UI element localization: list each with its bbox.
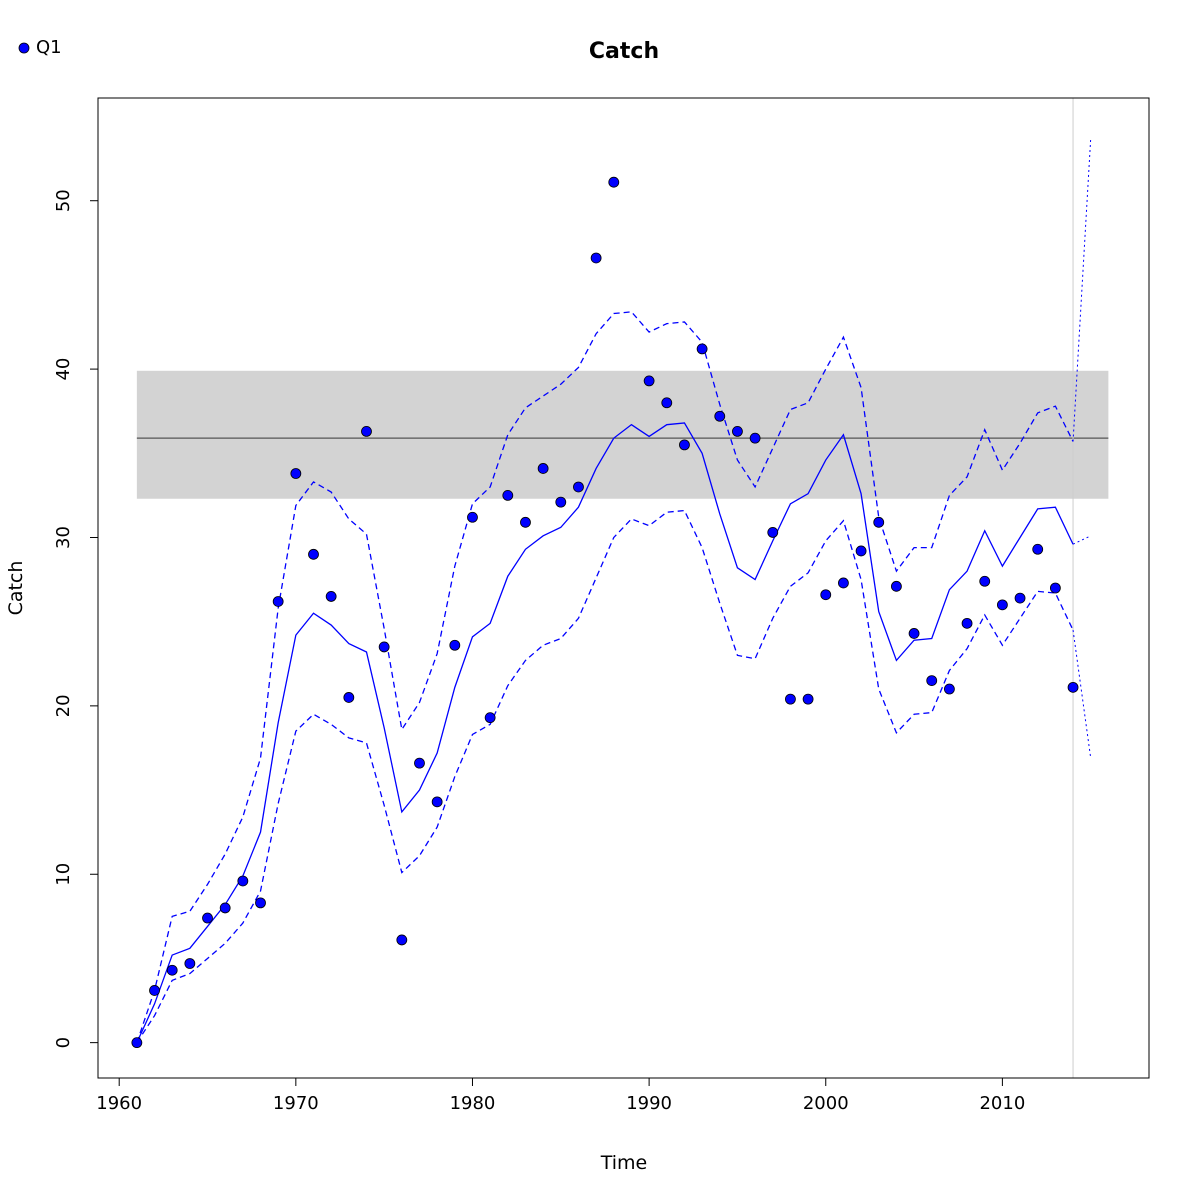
data-point: [855, 545, 867, 557]
data-point: [396, 934, 408, 946]
data-point: [1049, 582, 1061, 594]
data-point: [608, 176, 620, 188]
data-point: [802, 693, 814, 705]
data-point: [537, 463, 549, 474]
data-point: [873, 516, 885, 528]
reference-band: [136, 370, 1109, 499]
y-tick-label: 40: [53, 358, 74, 381]
data-point: [908, 628, 920, 639]
data-point: [996, 599, 1008, 611]
series-line-4: [1072, 535, 1091, 545]
data-point: [414, 757, 425, 769]
data-point: [484, 712, 496, 724]
data-point: [467, 511, 478, 523]
series-line-6: [1072, 630, 1092, 759]
data-point: [325, 591, 337, 602]
legend: Q1: [18, 37, 62, 58]
data-point: [661, 397, 673, 409]
data-point: [785, 693, 796, 705]
data-point: [361, 425, 372, 437]
data-point: [219, 902, 231, 914]
data-point: [944, 683, 955, 695]
data-point: [343, 692, 355, 703]
y-tick-label: 30: [53, 526, 74, 549]
data-point: [891, 580, 902, 592]
data-point: [184, 958, 196, 969]
legend-label-q1: Q1: [36, 37, 62, 58]
data-point: [1032, 543, 1044, 555]
data-point: [166, 964, 178, 976]
data-point: [961, 617, 973, 629]
data-point: [714, 410, 726, 422]
x-tick-label: 2000: [803, 1093, 849, 1114]
y-axis-title: Catch: [5, 561, 27, 616]
data-point: [520, 516, 531, 528]
legend-marker-q1: [18, 42, 30, 54]
chart-title: Catch: [589, 39, 659, 64]
axes: 1960 1970 1980 1990 2000 2010 0 10 20 30 40 50: [53, 189, 1025, 1114]
data-point: [449, 639, 461, 651]
data-point: [643, 375, 655, 387]
data-point: [202, 912, 213, 924]
data-point: [590, 252, 602, 264]
y-tick-label: 50: [53, 189, 74, 212]
x-tick-label: 1990: [626, 1093, 672, 1114]
data-point: [979, 575, 991, 587]
x-tick-label: 1960: [96, 1093, 142, 1114]
series-line-5: [1072, 138, 1092, 442]
data-point: [378, 641, 390, 653]
data-point: [1067, 681, 1079, 693]
data-point: [679, 439, 690, 451]
x-tick-label: 1970: [273, 1093, 319, 1114]
data-point: [237, 875, 249, 887]
x-tick-label: 2010: [979, 1093, 1025, 1114]
y-tick-label: 20: [53, 694, 74, 717]
data-point: [926, 675, 938, 687]
data-point: [555, 496, 567, 508]
data-point: [1014, 592, 1026, 604]
data-point: [838, 577, 849, 589]
data-point: [820, 589, 832, 601]
plot-frame: [97, 97, 1150, 1079]
data-point: [573, 481, 584, 493]
data-point: [131, 1037, 143, 1049]
data-point: [732, 425, 743, 437]
data-point: [767, 527, 779, 538]
plot-area: [131, 98, 1109, 1078]
data-point: [696, 343, 708, 355]
y-tick-label: 0: [53, 1037, 74, 1048]
data-point: [290, 468, 302, 479]
data-point: [431, 796, 443, 808]
data-point: [749, 432, 761, 444]
series-line-3: [136, 509, 1074, 1043]
y-tick-label: 10: [53, 863, 74, 886]
x-axis-title: Time: [600, 1152, 648, 1174]
data-point: [149, 985, 160, 996]
series-line-1: [136, 422, 1074, 1043]
x-tick-label: 1980: [450, 1093, 496, 1114]
data-point: [308, 548, 319, 560]
data-point: [272, 596, 284, 607]
data-point: [502, 489, 514, 501]
data-point: [255, 897, 266, 909]
